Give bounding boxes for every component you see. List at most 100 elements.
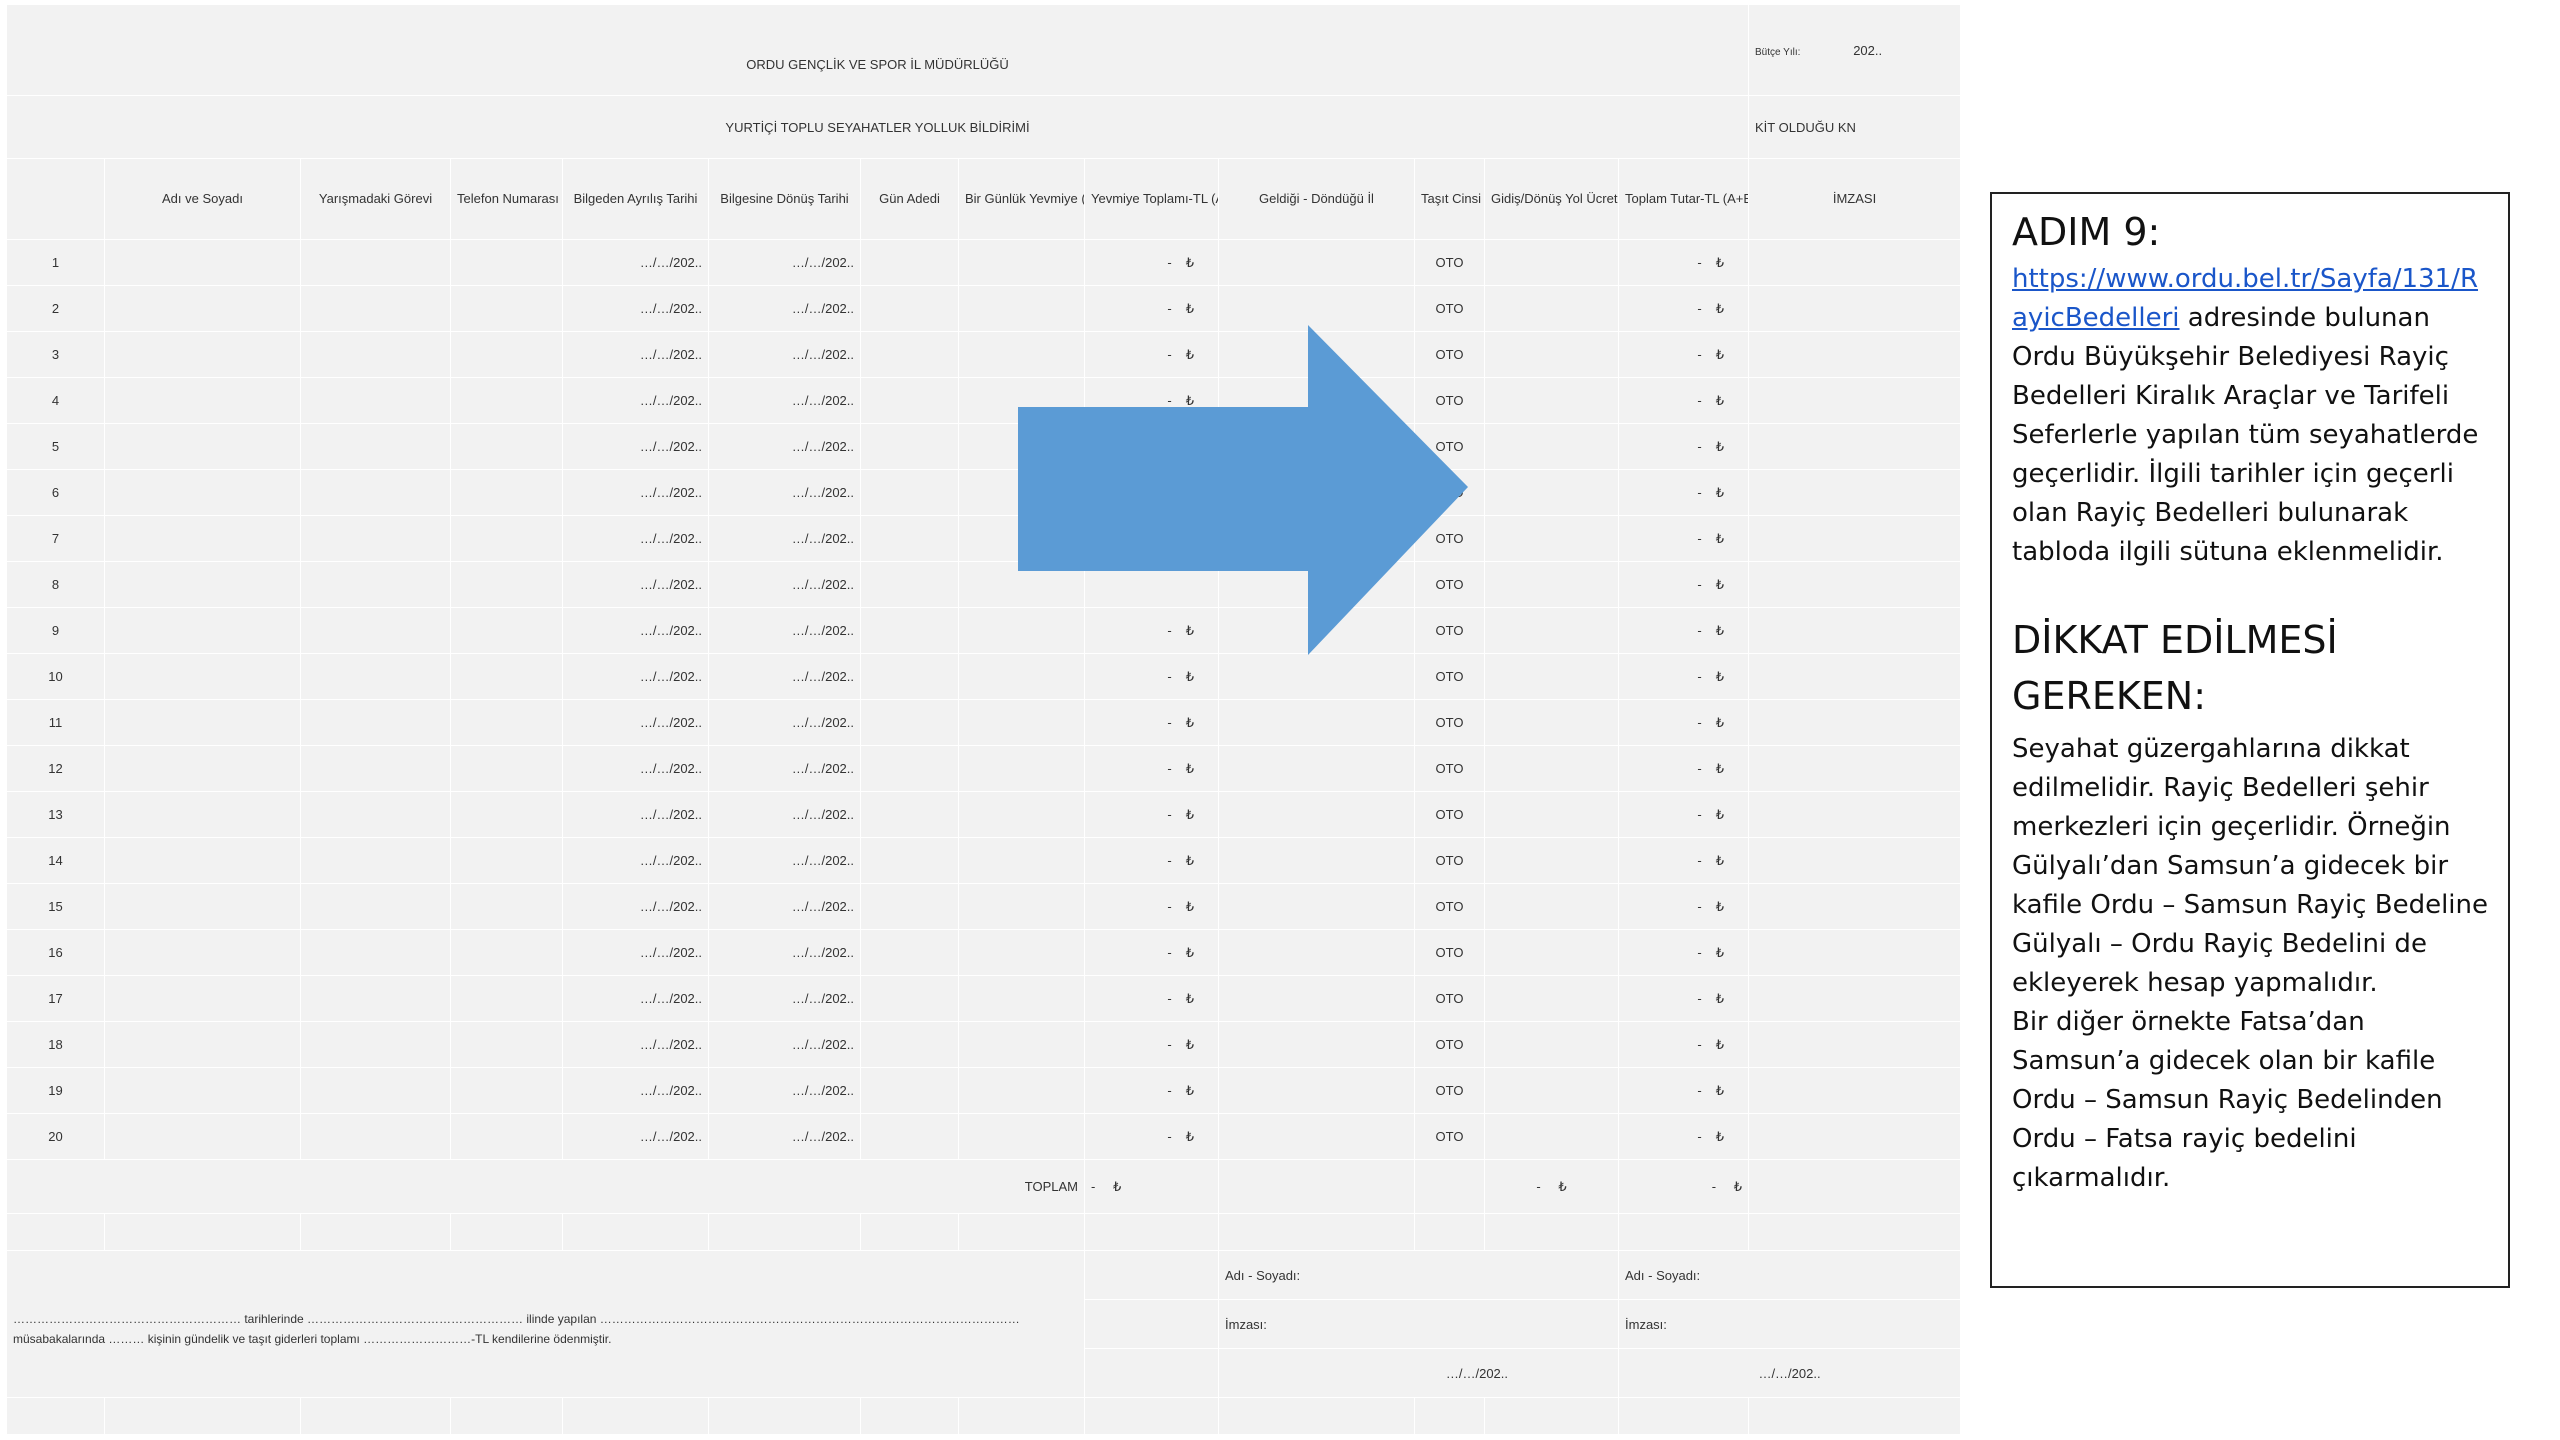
- city-cell[interactable]: [1218, 1113, 1415, 1160]
- city-cell[interactable]: [1218, 285, 1415, 332]
- name-cell[interactable]: [104, 469, 301, 516]
- name-cell[interactable]: [104, 1067, 301, 1114]
- name-cell[interactable]: [104, 929, 301, 976]
- role-cell[interactable]: [300, 515, 451, 562]
- role-cell[interactable]: [300, 745, 451, 792]
- phone-cell[interactable]: [450, 331, 563, 378]
- day-count-cell[interactable]: [860, 975, 959, 1022]
- name-cell[interactable]: [104, 791, 301, 838]
- daily-rate-cell[interactable]: [958, 745, 1085, 792]
- role-cell[interactable]: [300, 377, 451, 424]
- role-cell[interactable]: [300, 699, 451, 746]
- phone-cell[interactable]: [450, 423, 563, 470]
- fare-cell[interactable]: [1484, 975, 1619, 1022]
- phone-cell[interactable]: [450, 791, 563, 838]
- fare-cell[interactable]: [1484, 423, 1619, 470]
- city-cell[interactable]: [1218, 1021, 1415, 1068]
- day-count-cell[interactable]: [860, 745, 959, 792]
- city-cell[interactable]: [1218, 791, 1415, 838]
- role-cell[interactable]: [300, 561, 451, 608]
- phone-cell[interactable]: [450, 699, 563, 746]
- day-count-cell[interactable]: [860, 791, 959, 838]
- daily-rate-cell[interactable]: [958, 883, 1085, 930]
- day-count-cell[interactable]: [860, 239, 959, 286]
- fare-cell[interactable]: [1484, 791, 1619, 838]
- phone-cell[interactable]: [450, 469, 563, 516]
- phone-cell[interactable]: [450, 285, 563, 332]
- daily-rate-cell[interactable]: [958, 699, 1085, 746]
- fare-cell[interactable]: [1484, 883, 1619, 930]
- name-cell[interactable]: [104, 653, 301, 700]
- daily-rate-cell[interactable]: [958, 1021, 1085, 1068]
- fare-cell[interactable]: [1484, 331, 1619, 378]
- phone-cell[interactable]: [450, 883, 563, 930]
- role-cell[interactable]: [300, 469, 451, 516]
- day-count-cell[interactable]: [860, 837, 959, 884]
- role-cell[interactable]: [300, 929, 451, 976]
- fare-cell[interactable]: [1484, 1021, 1619, 1068]
- name-cell[interactable]: [104, 1021, 301, 1068]
- role-cell[interactable]: [300, 883, 451, 930]
- role-cell[interactable]: [300, 285, 451, 332]
- daily-rate-cell[interactable]: [958, 239, 1085, 286]
- day-count-cell[interactable]: [860, 423, 959, 470]
- name-cell[interactable]: [104, 607, 301, 654]
- name-cell[interactable]: [104, 285, 301, 332]
- phone-cell[interactable]: [450, 745, 563, 792]
- name-cell[interactable]: [104, 561, 301, 608]
- fare-cell[interactable]: [1484, 837, 1619, 884]
- fare-cell[interactable]: [1484, 469, 1619, 516]
- day-count-cell[interactable]: [860, 1113, 959, 1160]
- role-cell[interactable]: [300, 331, 451, 378]
- fare-cell[interactable]: [1484, 1113, 1619, 1160]
- phone-cell[interactable]: [450, 975, 563, 1022]
- day-count-cell[interactable]: [860, 515, 959, 562]
- phone-cell[interactable]: [450, 1067, 563, 1114]
- phone-cell[interactable]: [450, 607, 563, 654]
- name-cell[interactable]: [104, 1113, 301, 1160]
- daily-rate-cell[interactable]: [958, 975, 1085, 1022]
- phone-cell[interactable]: [450, 561, 563, 608]
- daily-rate-cell[interactable]: [958, 791, 1085, 838]
- daily-rate-cell[interactable]: [958, 1067, 1085, 1114]
- phone-cell[interactable]: [450, 1113, 563, 1160]
- phone-cell[interactable]: [450, 653, 563, 700]
- name-cell[interactable]: [104, 331, 301, 378]
- role-cell[interactable]: [300, 1021, 451, 1068]
- name-cell[interactable]: [104, 377, 301, 424]
- phone-cell[interactable]: [450, 515, 563, 562]
- name-cell[interactable]: [104, 745, 301, 792]
- role-cell[interactable]: [300, 607, 451, 654]
- day-count-cell[interactable]: [860, 1021, 959, 1068]
- city-cell[interactable]: [1218, 653, 1415, 700]
- role-cell[interactable]: [300, 653, 451, 700]
- fare-cell[interactable]: [1484, 515, 1619, 562]
- role-cell[interactable]: [300, 837, 451, 884]
- daily-rate-cell[interactable]: [958, 929, 1085, 976]
- city-cell[interactable]: [1218, 975, 1415, 1022]
- name-cell[interactable]: [104, 515, 301, 562]
- day-count-cell[interactable]: [860, 377, 959, 424]
- name-cell[interactable]: [104, 975, 301, 1022]
- day-count-cell[interactable]: [860, 929, 959, 976]
- day-count-cell[interactable]: [860, 331, 959, 378]
- daily-rate-cell[interactable]: [958, 331, 1085, 378]
- fare-cell[interactable]: [1484, 699, 1619, 746]
- phone-cell[interactable]: [450, 239, 563, 286]
- daily-rate-cell[interactable]: [958, 607, 1085, 654]
- fare-cell[interactable]: [1484, 653, 1619, 700]
- daily-rate-cell[interactable]: [958, 653, 1085, 700]
- fare-cell[interactable]: [1484, 377, 1619, 424]
- role-cell[interactable]: [300, 1067, 451, 1114]
- rayic-bedelleri-link[interactable]: https://www.ordu.bel.tr/Sayfa/131/RayicB…: [2012, 264, 2479, 333]
- fare-cell[interactable]: [1484, 285, 1619, 332]
- city-cell[interactable]: [1218, 929, 1415, 976]
- role-cell[interactable]: [300, 791, 451, 838]
- day-count-cell[interactable]: [860, 607, 959, 654]
- day-count-cell[interactable]: [860, 1067, 959, 1114]
- city-cell[interactable]: [1218, 745, 1415, 792]
- day-count-cell[interactable]: [860, 883, 959, 930]
- city-cell[interactable]: [1218, 1067, 1415, 1114]
- fare-cell[interactable]: [1484, 745, 1619, 792]
- city-cell[interactable]: [1218, 239, 1415, 286]
